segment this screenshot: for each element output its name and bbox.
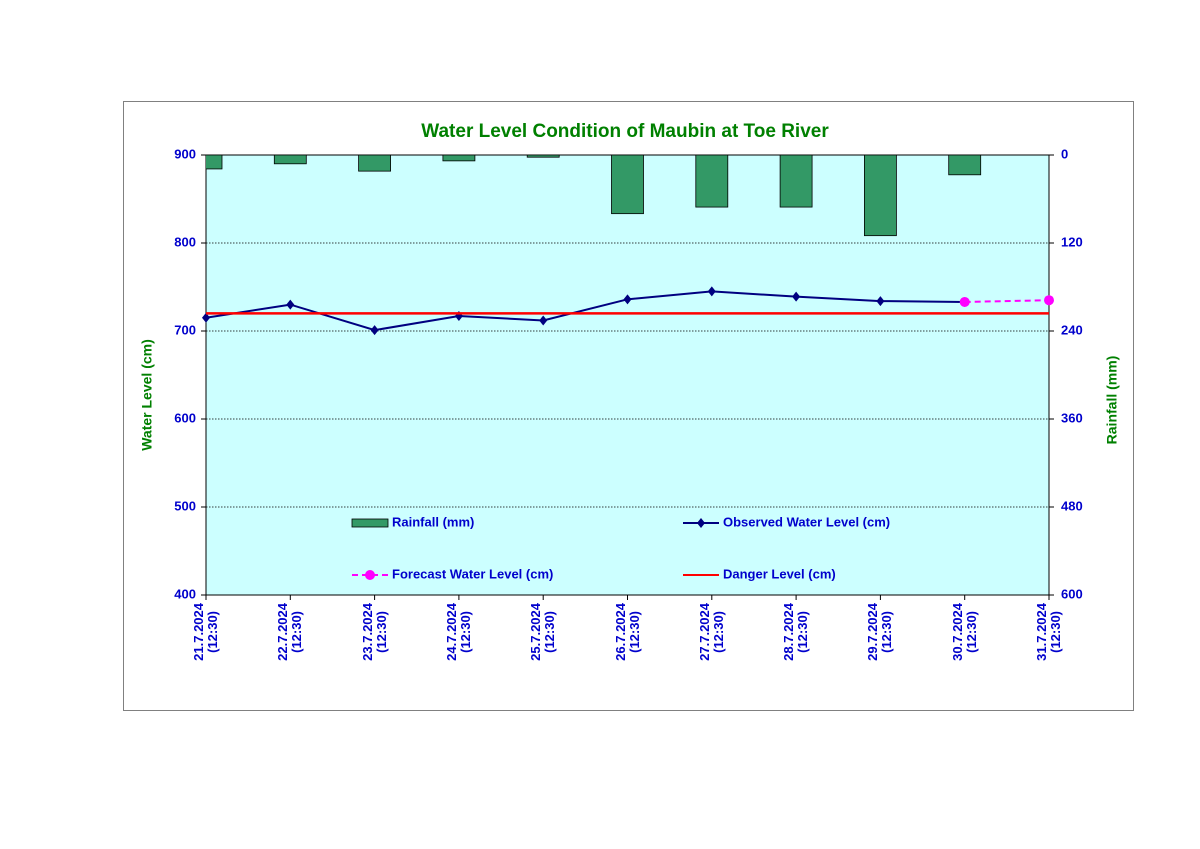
point: [707, 286, 716, 297]
x-tick-label: 22.7.2024 (12:30): [275, 603, 305, 661]
bar: [206, 155, 223, 170]
y-tick-label: 900: [174, 146, 196, 161]
point: [959, 296, 970, 307]
y2-tick-label: 0: [1061, 146, 1068, 161]
x-tick-label: 27.7.2024 (12:30): [696, 603, 726, 661]
x-tick-label: 30.7.2024 (12:30): [949, 603, 979, 661]
y-tick-label: 400: [174, 586, 196, 601]
bar: [695, 155, 729, 208]
point: [623, 294, 632, 305]
bar: [273, 155, 307, 165]
y-tick-label: 600: [174, 410, 196, 425]
legend-marker: [697, 518, 705, 528]
y-axis-title: Water Level (cm): [139, 339, 155, 451]
bar: [526, 155, 560, 158]
line: [964, 299, 1050, 303]
x-tick-label: 21.7.2024 (12:30): [191, 603, 220, 661]
bar: [948, 155, 982, 176]
x-tick-label: 25.7.2024 (12:30): [528, 603, 558, 661]
legend-label: Forecast Water Level (cm): [392, 566, 553, 581]
bar: [442, 155, 476, 162]
x-tick-label: 24.7.2024 (12:30): [443, 603, 473, 661]
y-tick-label: 800: [174, 234, 196, 249]
y2-axis-title: Rainfall (mm): [1104, 356, 1120, 445]
legend-marker: [365, 570, 375, 580]
plot-area: [206, 155, 1049, 595]
bar: [779, 155, 813, 208]
point: [1044, 295, 1054, 306]
point: [286, 299, 295, 310]
y2-tick-label: 360: [1061, 410, 1083, 425]
chart-title: Water Level Condition of Maubin at Toe R…: [421, 121, 829, 142]
y-tick-label: 500: [174, 498, 196, 513]
x-tick-label: 26.7.2024 (12:30): [612, 603, 642, 661]
y2-tick-label: 120: [1061, 234, 1083, 249]
legend-label: Observed Water Level (cm): [723, 514, 890, 529]
legend-label: Rainfall (mm): [392, 514, 474, 529]
x-tick-label: 31.7.2024 (12:30): [1034, 603, 1063, 661]
x-tick-label: 28.7.2024 (12:30): [781, 603, 811, 661]
y-tick-label: 700: [174, 322, 196, 337]
point: [202, 312, 210, 323]
y2-tick-label: 600: [1061, 586, 1083, 601]
point: [370, 325, 379, 336]
line: [205, 290, 965, 332]
legend-swatch: [351, 518, 389, 528]
x-tick-label: 29.7.2024 (12:30): [865, 603, 895, 661]
bar: [611, 155, 644, 215]
point: [792, 291, 801, 302]
x-tick-label: 23.7.2024 (12:30): [359, 603, 389, 661]
bar: [358, 155, 392, 172]
bar: [864, 155, 897, 237]
y2-tick-label: 480: [1061, 498, 1083, 513]
y2-tick-label: 240: [1061, 322, 1083, 337]
point: [539, 315, 548, 326]
point: [876, 296, 885, 307]
legend-label: Danger Level (cm): [723, 566, 836, 581]
